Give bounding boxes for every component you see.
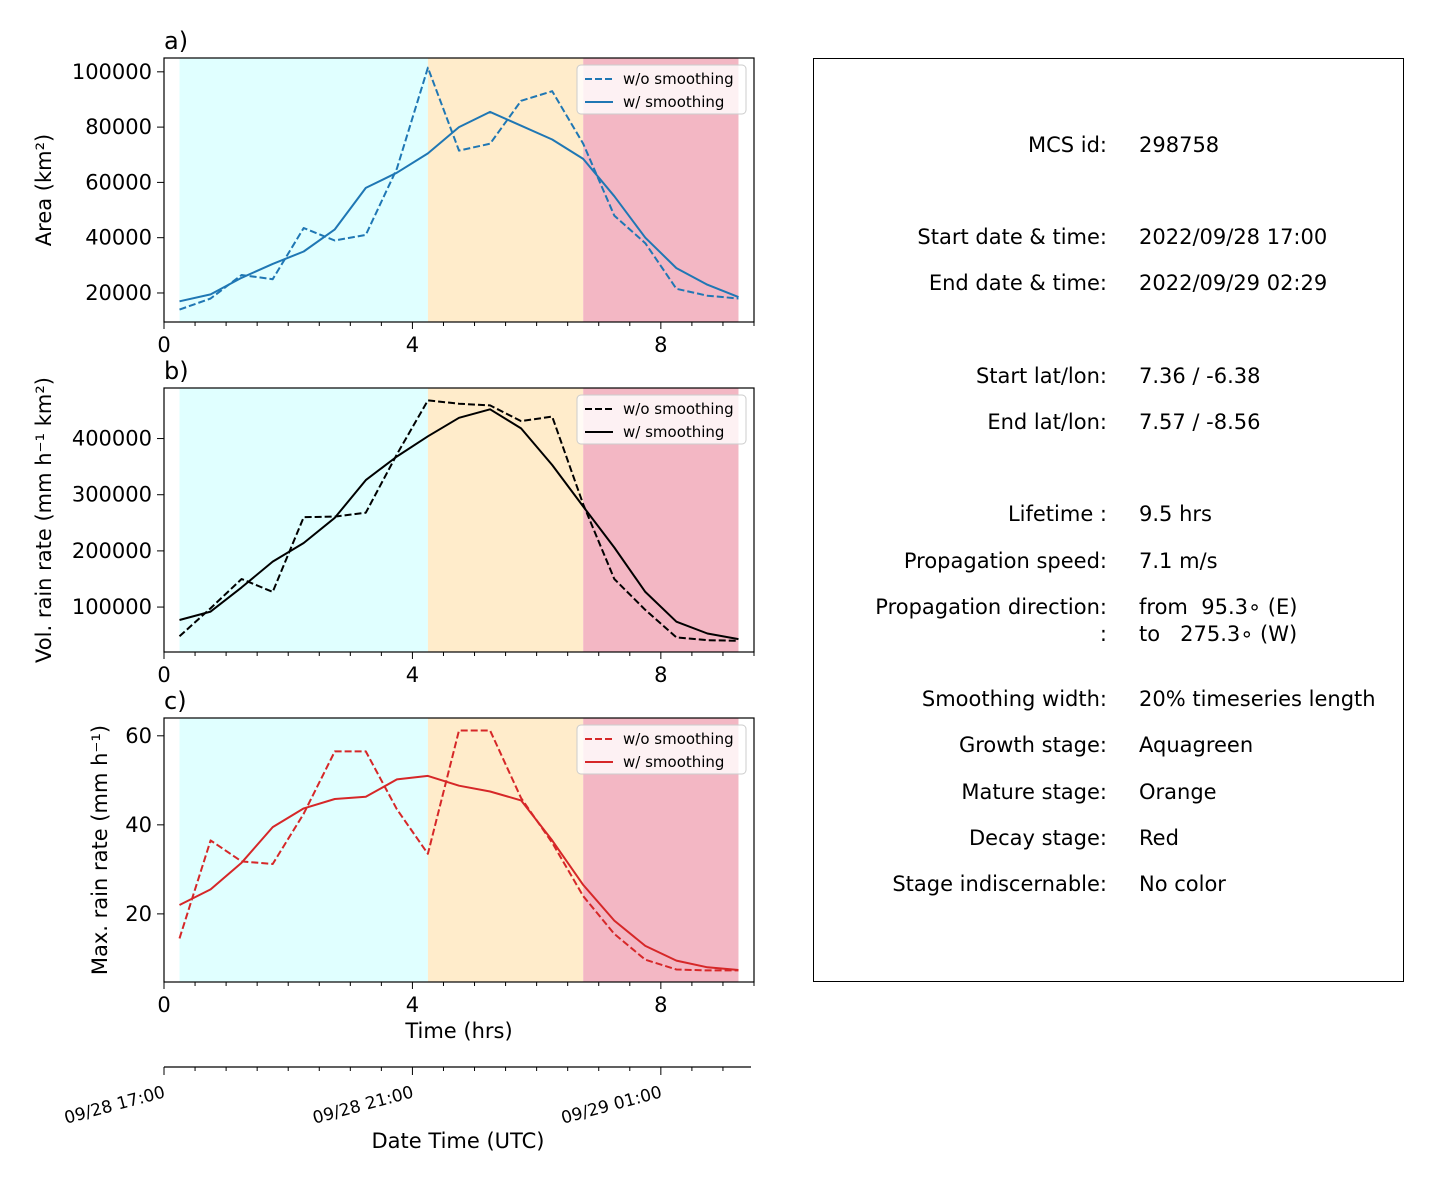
- series-line-smooth: [179, 110, 739, 303]
- info-label: End date & time:: [928, 271, 1107, 295]
- mature-stage-band: [427, 388, 584, 652]
- y-tick-label: 60: [125, 724, 152, 748]
- panel-label: b): [164, 357, 189, 385]
- date-tick-label: 09/28 17:00: [62, 1083, 167, 1129]
- panel-a: 0 4 8 20000 40000 60000 80000 100000 a) Area (km²…: [32, 27, 755, 357]
- info-value: Red: [1139, 826, 1179, 850]
- x-tick-label: 0: [157, 333, 170, 357]
- y-tick-label: 40000: [85, 226, 152, 250]
- info-value: 2022/09/29 02:29: [1139, 271, 1328, 295]
- info-label: End lat/lon:: [987, 410, 1107, 434]
- y-tick-label: 400000: [72, 427, 152, 451]
- info-value: from 95.3∘ (E): [1139, 595, 1298, 619]
- info-value: to 275.3∘ (W): [1139, 622, 1298, 646]
- x-tick-label: 0: [157, 663, 170, 687]
- info-panel: MCS id: 298758 Start date & time: 2022/0…: [813, 58, 1404, 982]
- y-tick-label: 100000: [72, 60, 152, 84]
- info-value: Orange: [1139, 780, 1217, 804]
- x-tick-label: 8: [654, 663, 667, 687]
- y-axis-label: Max. rain rate (mm h⁻¹): [88, 725, 112, 975]
- info-label: Propagation speed:: [903, 549, 1107, 573]
- y-tick-label: 20000: [85, 281, 152, 305]
- x-tick-label: 4: [406, 993, 419, 1017]
- info-label: :: [1099, 622, 1107, 646]
- series-line-raw: [178, 729, 739, 972]
- info-label: Mature stage:: [961, 780, 1107, 804]
- y-axis-label: Area (km²): [32, 134, 56, 246]
- legend-label: w/o smoothing: [623, 730, 734, 748]
- info-label: Decay stage:: [969, 826, 1107, 850]
- series-line-raw: [179, 66, 739, 311]
- legend-box: [576, 724, 747, 775]
- series-line-smooth: [179, 774, 739, 971]
- legend-label: w/o smoothing: [623, 400, 734, 418]
- info-value: No color: [1139, 872, 1226, 896]
- x-axis-label: Time (hrs): [404, 1019, 512, 1043]
- legend-box: [576, 394, 747, 445]
- y-tick-label: 200000: [72, 539, 152, 563]
- panel-b: 0 4 8 100000 200000 300000 400000 b) Vol. rain r…: [32, 357, 755, 687]
- date-axis: 09/28 17:00 09/28 21:00 09/29 01:00: [62, 1066, 751, 1129]
- x-tick-label: 8: [654, 993, 667, 1017]
- info-label: MCS id:: [1027, 133, 1107, 157]
- x-tick-label: 0: [157, 993, 170, 1017]
- date-axis-label: Date Time (UTC): [372, 1129, 545, 1153]
- y-tick-label: 100000: [72, 595, 152, 619]
- info-value: 7.57 / -8.56: [1139, 410, 1261, 434]
- info-value: 2022/09/28 17:00: [1139, 225, 1328, 249]
- panel-label: c): [164, 687, 187, 715]
- info-value: 7.1 m/s: [1139, 549, 1218, 573]
- info-label: Start date & time:: [917, 225, 1107, 249]
- y-tick-label: 80000: [85, 115, 152, 139]
- info-value: 20% timeseries length: [1139, 687, 1376, 711]
- x-tick-label: 4: [406, 333, 419, 357]
- series-line-raw: [178, 399, 739, 642]
- info-label: Growth stage:: [958, 733, 1107, 757]
- growth-stage-band: [179, 718, 428, 982]
- y-tick-label: 60000: [85, 170, 152, 194]
- legend-box: [576, 64, 747, 115]
- y-axis-label: Vol. rain rate (mm h⁻¹ km²): [32, 377, 56, 663]
- panel-c: 0 4 8 20 40 60 c) Max. rain rate (mm h⁻¹) w/o sm…: [88, 687, 755, 1017]
- info-value: Aquagreen: [1139, 733, 1254, 757]
- info-value: 7.36 / -6.38: [1139, 364, 1261, 388]
- info-label: Propagation direction:: [875, 595, 1107, 619]
- plot-frame: [163, 387, 755, 653]
- panel-label: a): [164, 27, 188, 55]
- growth-stage-band: [179, 58, 428, 322]
- series-line-smooth: [179, 408, 739, 641]
- info-value: 9.5 hrs: [1139, 502, 1212, 526]
- x-tick-label: 4: [406, 663, 419, 687]
- legend-label: w/o smoothing: [623, 70, 734, 88]
- date-tick-label: 09/29 01:00: [559, 1083, 664, 1129]
- mature-stage-band: [427, 58, 584, 322]
- legend-label: w/ smoothing: [623, 753, 724, 771]
- date-tick-label: 09/28 21:00: [311, 1083, 416, 1129]
- legend-label: w/ smoothing: [623, 93, 724, 111]
- growth-stage-band: [179, 388, 428, 652]
- plot-frame: [163, 57, 755, 323]
- y-tick-label: 20: [125, 902, 152, 926]
- y-tick-label: 40: [125, 813, 152, 837]
- y-tick-label: 300000: [72, 483, 152, 507]
- info-label: Smoothing width:: [921, 687, 1107, 711]
- info-label: Lifetime :: [1007, 502, 1107, 526]
- legend-label: w/ smoothing: [623, 423, 724, 441]
- x-tick-label: 8: [654, 333, 667, 357]
- info-label: Start lat/lon:: [975, 364, 1107, 388]
- plot-frame: [163, 717, 755, 983]
- info-value: 298758: [1139, 133, 1220, 157]
- info-label: Stage indiscernable:: [892, 872, 1107, 896]
